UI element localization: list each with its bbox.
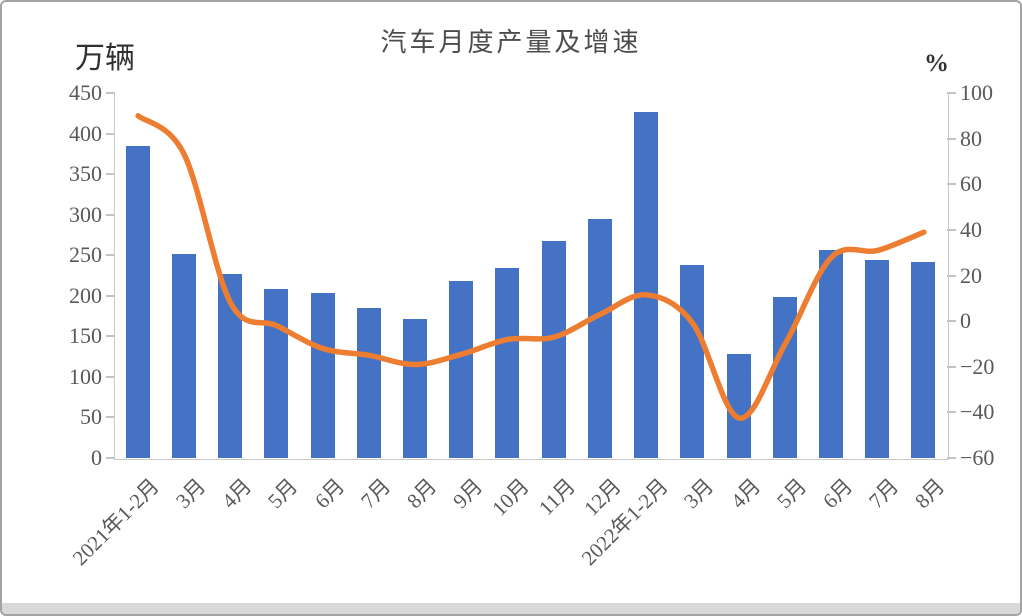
x-axis-category-label-text: 7月 bbox=[864, 473, 904, 514]
x-axis-category-label-text: 9月 bbox=[448, 473, 488, 514]
x-axis-category-label-text: 4月 bbox=[217, 473, 257, 514]
left-axis-tick-label: 100 bbox=[69, 363, 102, 389]
right-axis-unit-label: % bbox=[924, 50, 949, 77]
production-bar bbox=[680, 264, 705, 458]
production-bar bbox=[587, 218, 612, 458]
right-axis-tickmark bbox=[947, 92, 956, 94]
x-axis-category-label-text: 4月 bbox=[725, 473, 765, 514]
left-axis-tickmark bbox=[106, 457, 115, 459]
bottom-gray-band bbox=[2, 603, 1020, 614]
right-axis-tickmark bbox=[947, 183, 956, 186]
x-axis-category-label-text: 7月 bbox=[355, 473, 396, 514]
production-bar bbox=[911, 261, 936, 458]
right-axis-tickmark bbox=[947, 411, 956, 414]
x-axis-category-label-text: 8月 bbox=[910, 473, 950, 514]
left-axis-tick-label: 0 bbox=[91, 445, 102, 470]
production-bar bbox=[402, 318, 427, 458]
x-axis-category-label-text: 6月 bbox=[817, 473, 858, 514]
x-axis-category-label-text: 3月 bbox=[170, 473, 211, 514]
plot-area bbox=[113, 93, 949, 460]
right-axis-tickmark bbox=[947, 365, 956, 368]
right-axis-tickmark bbox=[947, 274, 956, 277]
left-axis-tick-label: 300 bbox=[69, 201, 102, 227]
production-bar bbox=[541, 241, 566, 458]
left-axis-tickmark bbox=[106, 254, 115, 257]
chart-title: 汽车月度产量及增速 bbox=[380, 28, 642, 57]
left-axis-tickmark bbox=[106, 132, 115, 135]
right-axis-tick-label: −60 bbox=[960, 445, 995, 470]
plot-inner bbox=[115, 93, 947, 458]
right-axis-tick-label: 0 bbox=[960, 308, 971, 334]
production-bar bbox=[171, 253, 196, 458]
left-axis-tick-label: 50 bbox=[80, 404, 102, 430]
right-axis-tickmark bbox=[947, 228, 956, 231]
x-axis-category-label-text: 2022年1-2月 bbox=[576, 473, 673, 570]
left-axis-tick-label: 400 bbox=[69, 120, 102, 146]
x-axis-category-label-text: 5月 bbox=[771, 473, 812, 514]
right-axis-tick-label: −40 bbox=[960, 399, 995, 425]
right-axis-tick-label: 80 bbox=[960, 125, 982, 151]
line-series-growth bbox=[134, 113, 927, 421]
production-bar bbox=[818, 249, 843, 458]
production-bar bbox=[634, 111, 659, 458]
left-axis-tick-label: 350 bbox=[69, 161, 102, 187]
x-axis-category-label-text: 11月 bbox=[533, 473, 580, 520]
right-axis-tickmark bbox=[947, 137, 956, 140]
right-axis-tick-label: 100 bbox=[960, 80, 993, 105]
left-axis-tickmark bbox=[106, 173, 115, 176]
x-axis-category-label-text: 8月 bbox=[401, 473, 442, 514]
production-bar bbox=[264, 289, 289, 458]
production-bar bbox=[495, 268, 520, 458]
x-axis-category-label-text: 6月 bbox=[309, 473, 349, 514]
x-axis-category-label-text: 3月 bbox=[679, 473, 719, 514]
left-axis-tickmark bbox=[106, 92, 115, 94]
production-bar bbox=[449, 281, 474, 458]
left-axis-tick-label: 150 bbox=[69, 323, 102, 349]
left-axis-unit-label: 万辆 bbox=[75, 42, 135, 75]
x-axis-category-label-text: 2021年1-2月 bbox=[67, 473, 164, 570]
left-axis-tickmark bbox=[106, 416, 115, 419]
growth-line-path bbox=[134, 113, 927, 421]
production-bar bbox=[356, 307, 381, 458]
left-axis-tickmark bbox=[106, 375, 115, 378]
left-axis-tick-label: 200 bbox=[69, 282, 102, 308]
x-axis-category-label-text: 10月 bbox=[487, 473, 534, 521]
left-axis-tickmark bbox=[106, 213, 115, 216]
right-axis-tick-label: 60 bbox=[960, 171, 982, 197]
right-axis-tickmark bbox=[947, 457, 956, 459]
right-axis-tickmark bbox=[947, 320, 956, 323]
production-bar bbox=[125, 145, 150, 458]
left-axis-tick-label: 250 bbox=[69, 242, 102, 268]
x-axis-category-label-text: 5月 bbox=[263, 473, 303, 514]
left-axis-tickmark bbox=[106, 294, 115, 297]
right-axis-tick-label: 20 bbox=[960, 262, 982, 288]
production-bar bbox=[310, 293, 335, 458]
right-axis-tick-label: −20 bbox=[960, 353, 995, 379]
production-bar bbox=[865, 260, 890, 458]
left-axis-tickmark bbox=[106, 335, 115, 338]
left-axis-tick-label: 450 bbox=[69, 80, 102, 105]
right-axis-tick-label: 40 bbox=[960, 216, 982, 242]
